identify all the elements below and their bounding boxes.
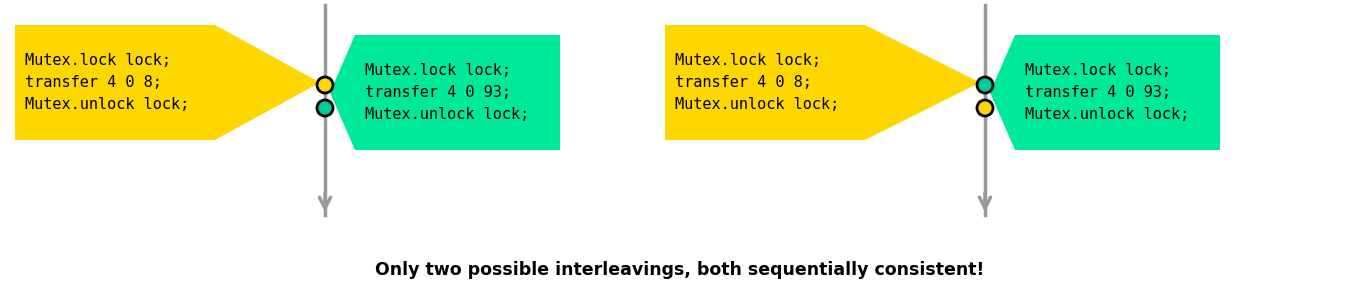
Text: Mutex.lock lock;
transfer 4 0 93;
Mutex.unlock lock;: Mutex.lock lock; transfer 4 0 93; Mutex.…: [1025, 63, 1189, 122]
Circle shape: [317, 100, 333, 116]
Polygon shape: [665, 25, 981, 140]
Text: Mutex.lock lock;
transfer 4 0 93;
Mutex.unlock lock;: Mutex.lock lock; transfer 4 0 93; Mutex.…: [364, 63, 529, 122]
Polygon shape: [330, 35, 560, 150]
Circle shape: [976, 77, 993, 93]
Text: Mutex.lock lock;
transfer 4 0 8;
Mutex.unlock lock;: Mutex.lock lock; transfer 4 0 8; Mutex.u…: [675, 54, 839, 112]
Polygon shape: [15, 25, 320, 140]
Text: Mutex.lock lock;
transfer 4 0 8;
Mutex.unlock lock;: Mutex.lock lock; transfer 4 0 8; Mutex.u…: [24, 54, 189, 112]
Polygon shape: [990, 35, 1220, 150]
Circle shape: [976, 100, 993, 116]
Circle shape: [317, 77, 333, 93]
Text: Only two possible interleavings, both sequentially consistent!: Only two possible interleavings, both se…: [375, 261, 985, 279]
